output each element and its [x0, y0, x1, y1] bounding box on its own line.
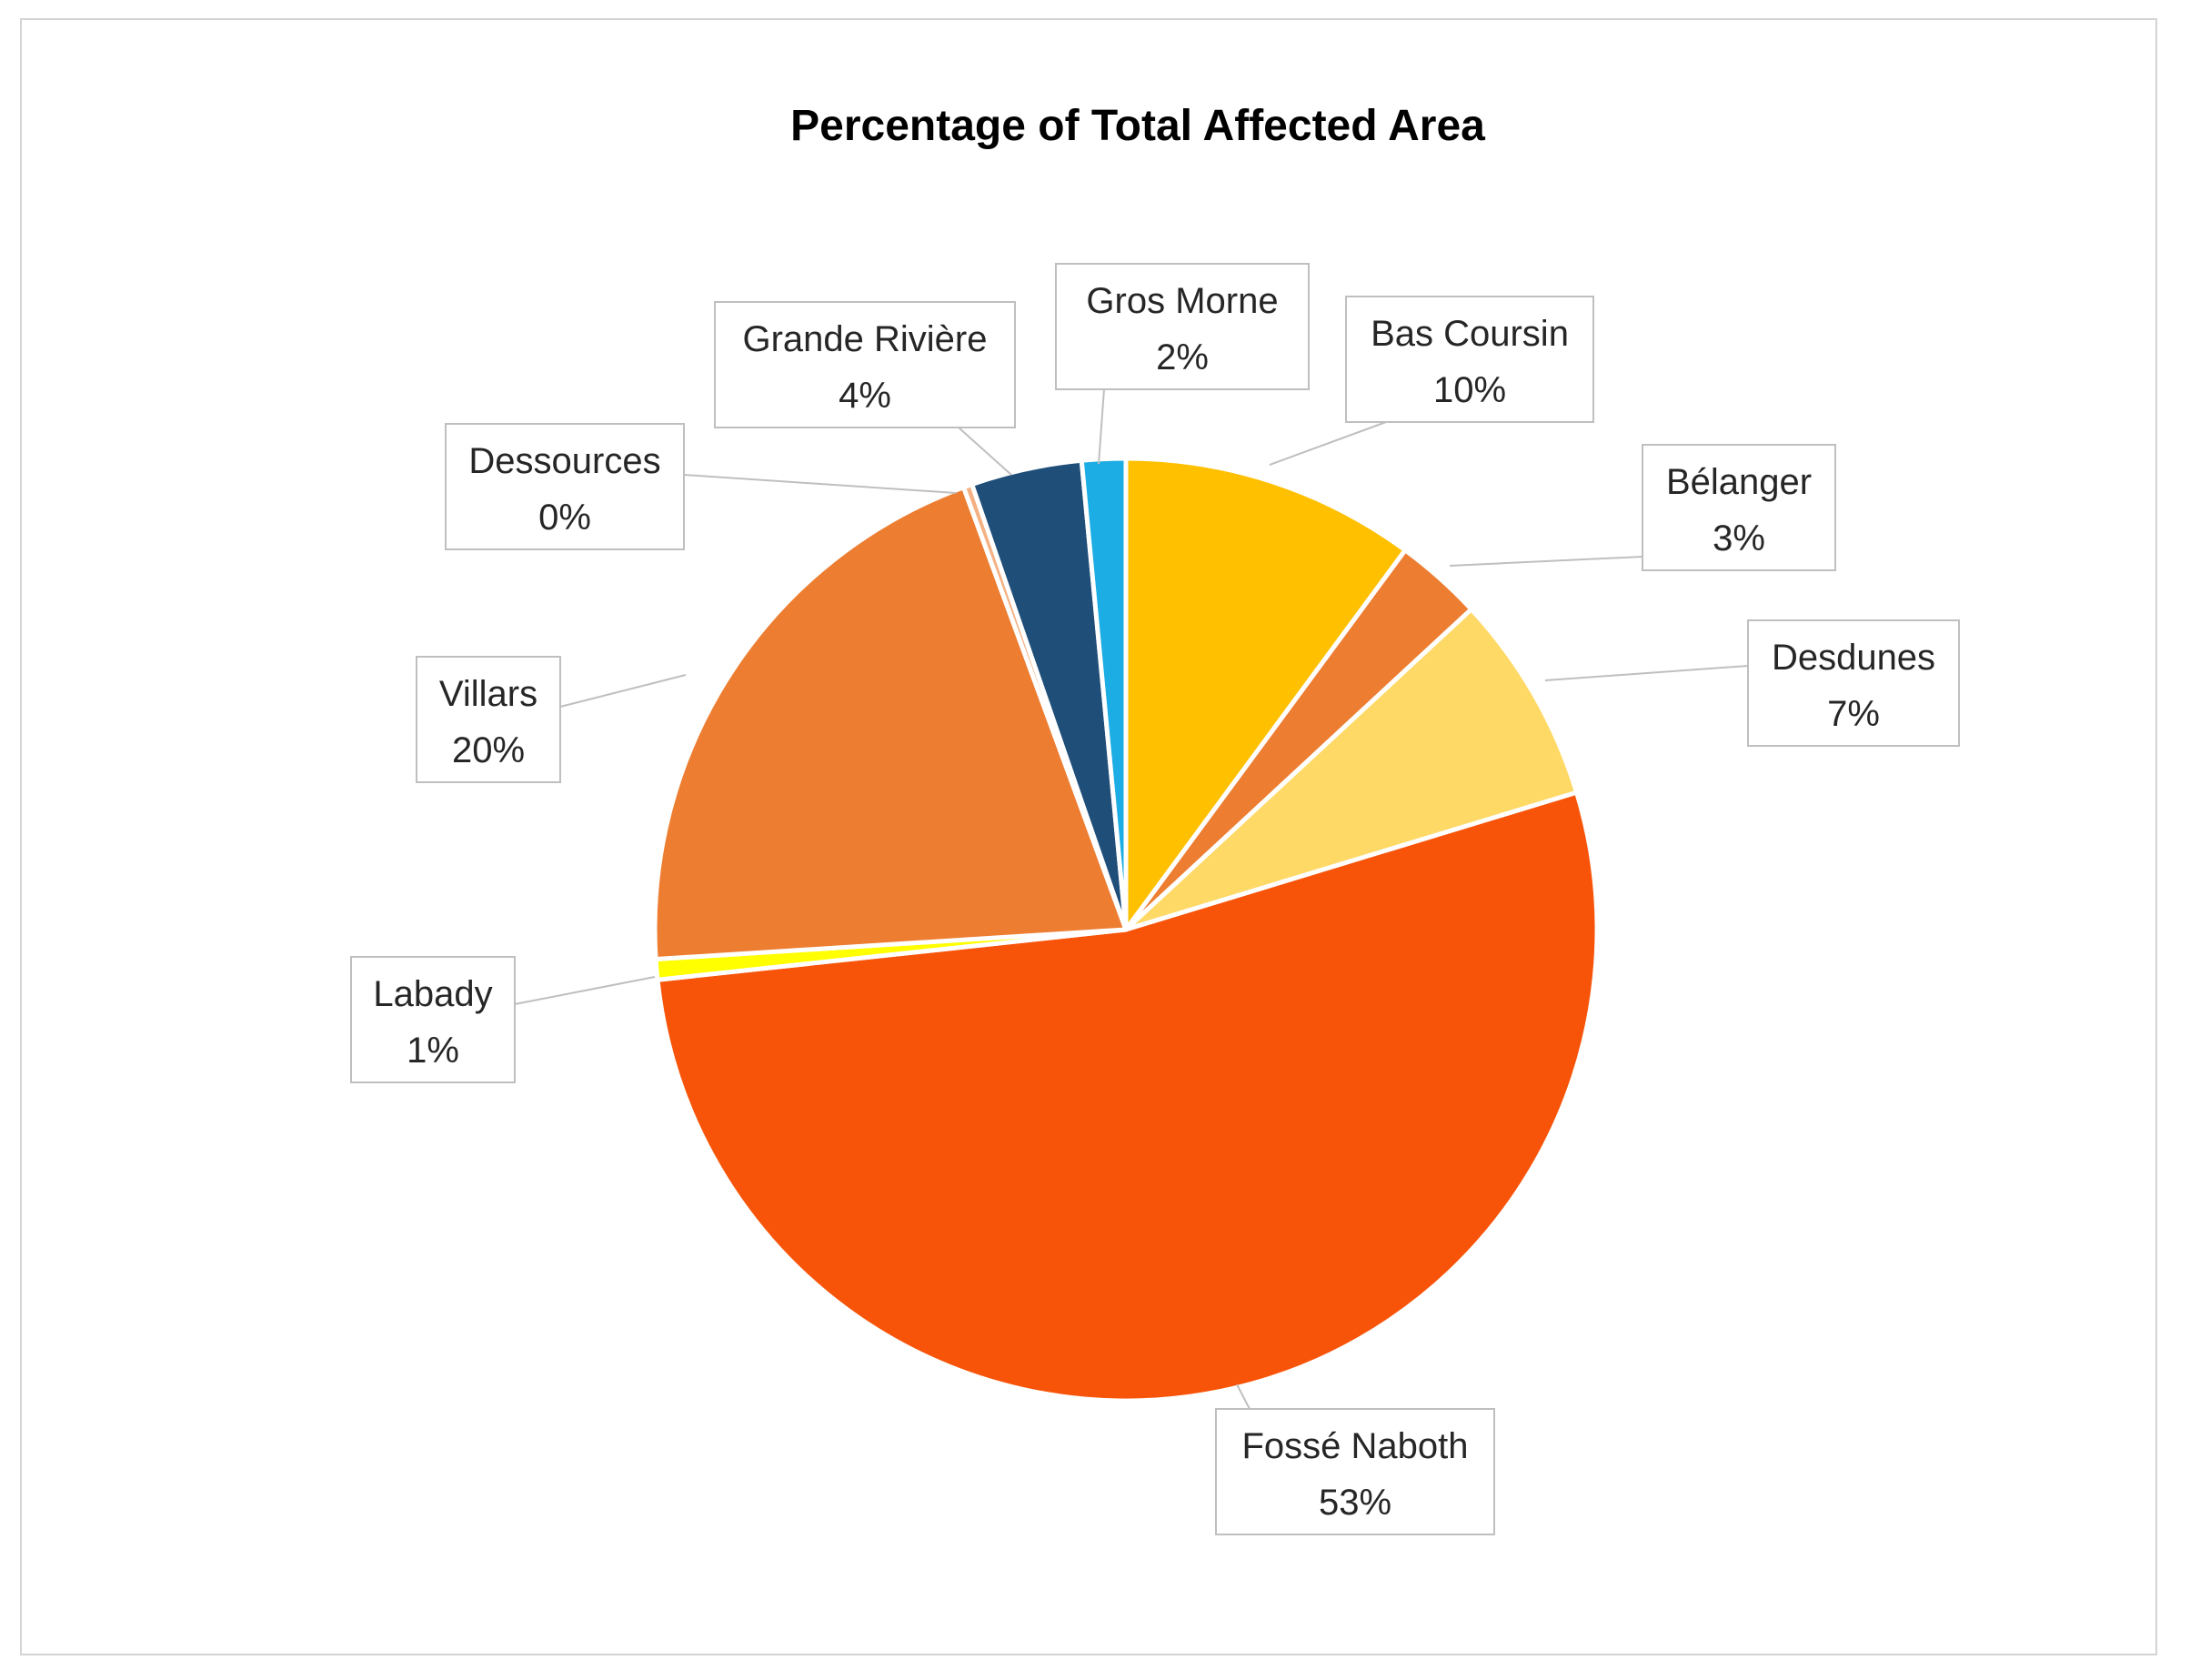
data-label-box: [350, 956, 516, 1083]
data-label-name: Fossé Naboth: [1241, 1426, 1468, 1466]
data-label-value: 0%: [538, 498, 591, 538]
data-label-belanger: Bélanger 3%: [1642, 444, 1836, 571]
chart-title: Percentage of Total Affected Area: [790, 102, 1485, 150]
data-label-name: Grande Rivière: [742, 319, 987, 359]
leader-line-labady: [514, 976, 656, 1005]
data-label-value: 7%: [1827, 694, 1880, 734]
data-label-dessources: Dessources 0%: [445, 423, 685, 550]
pie-slice-bas-coursin: [1123, 456, 1408, 932]
chart-area: Percentage of Total Affected Area Bas Co…: [20, 18, 2157, 1655]
data-label-name: Desdunes: [1772, 638, 1935, 678]
data-label-value: 1%: [407, 1031, 459, 1071]
leader-line-desdunes: [1544, 665, 1749, 681]
data-label-value: 3%: [1713, 518, 1765, 558]
data-label-bas-coursin: Bas Coursin 10%: [1345, 296, 1594, 423]
data-label-labady: Labady 1%: [350, 956, 516, 1083]
data-label-value: 20%: [452, 730, 525, 770]
data-label-value: 4%: [839, 376, 891, 416]
data-label-box: [714, 301, 1016, 428]
pie-slice-gros-morne: [1079, 456, 1129, 932]
data-label-name: Dessources: [468, 441, 660, 481]
data-label-value: 53%: [1319, 1483, 1391, 1523]
leader-line-gros-morne: [1098, 388, 1105, 465]
leader-line-fosse-naboth: [1236, 1383, 1251, 1410]
pie-slice-villars: [652, 485, 1129, 962]
data-label-name: Gros Morne: [1086, 281, 1278, 321]
data-label-fosse-naboth: Fossé Naboth 53%: [1215, 1408, 1495, 1535]
data-label-box: [1747, 619, 1960, 747]
data-label-value: 2%: [1156, 337, 1209, 377]
pie-chart: Percentage of Total Affected Area Bas Co…: [350, 102, 1960, 1535]
leader-line-grande-riviere: [958, 427, 1012, 476]
leader-line-villars: [559, 674, 687, 708]
data-label-name: Labady: [373, 974, 492, 1014]
pie-slice-desdunes: [1123, 607, 1580, 932]
data-label-grande-riviere: Grande Rivière 4%: [714, 301, 1016, 428]
data-label-box: [1055, 263, 1310, 390]
leader-line-belanger: [1449, 556, 1643, 567]
data-label-box: [445, 423, 685, 550]
data-label-box: [1215, 1408, 1495, 1535]
data-label-gros-morne: Gros Morne 2%: [1055, 263, 1310, 390]
data-label-box: [1642, 444, 1836, 571]
data-label-box: [1345, 296, 1594, 423]
data-label-name: Bélanger: [1666, 462, 1812, 502]
leader-line-dessources: [683, 474, 957, 494]
data-label-name: Villars: [439, 674, 537, 714]
data-label-value: 10%: [1433, 370, 1506, 410]
data-label-name: Bas Coursin: [1371, 314, 1569, 354]
data-label-desdunes: Desdunes 7%: [1747, 619, 1960, 747]
leader-line-bas-coursin: [1269, 421, 1387, 466]
pie-slice-fosse-naboth: [655, 790, 1600, 1403]
data-label-box: [416, 656, 561, 783]
data-label-villars: Villars 20%: [416, 656, 561, 783]
